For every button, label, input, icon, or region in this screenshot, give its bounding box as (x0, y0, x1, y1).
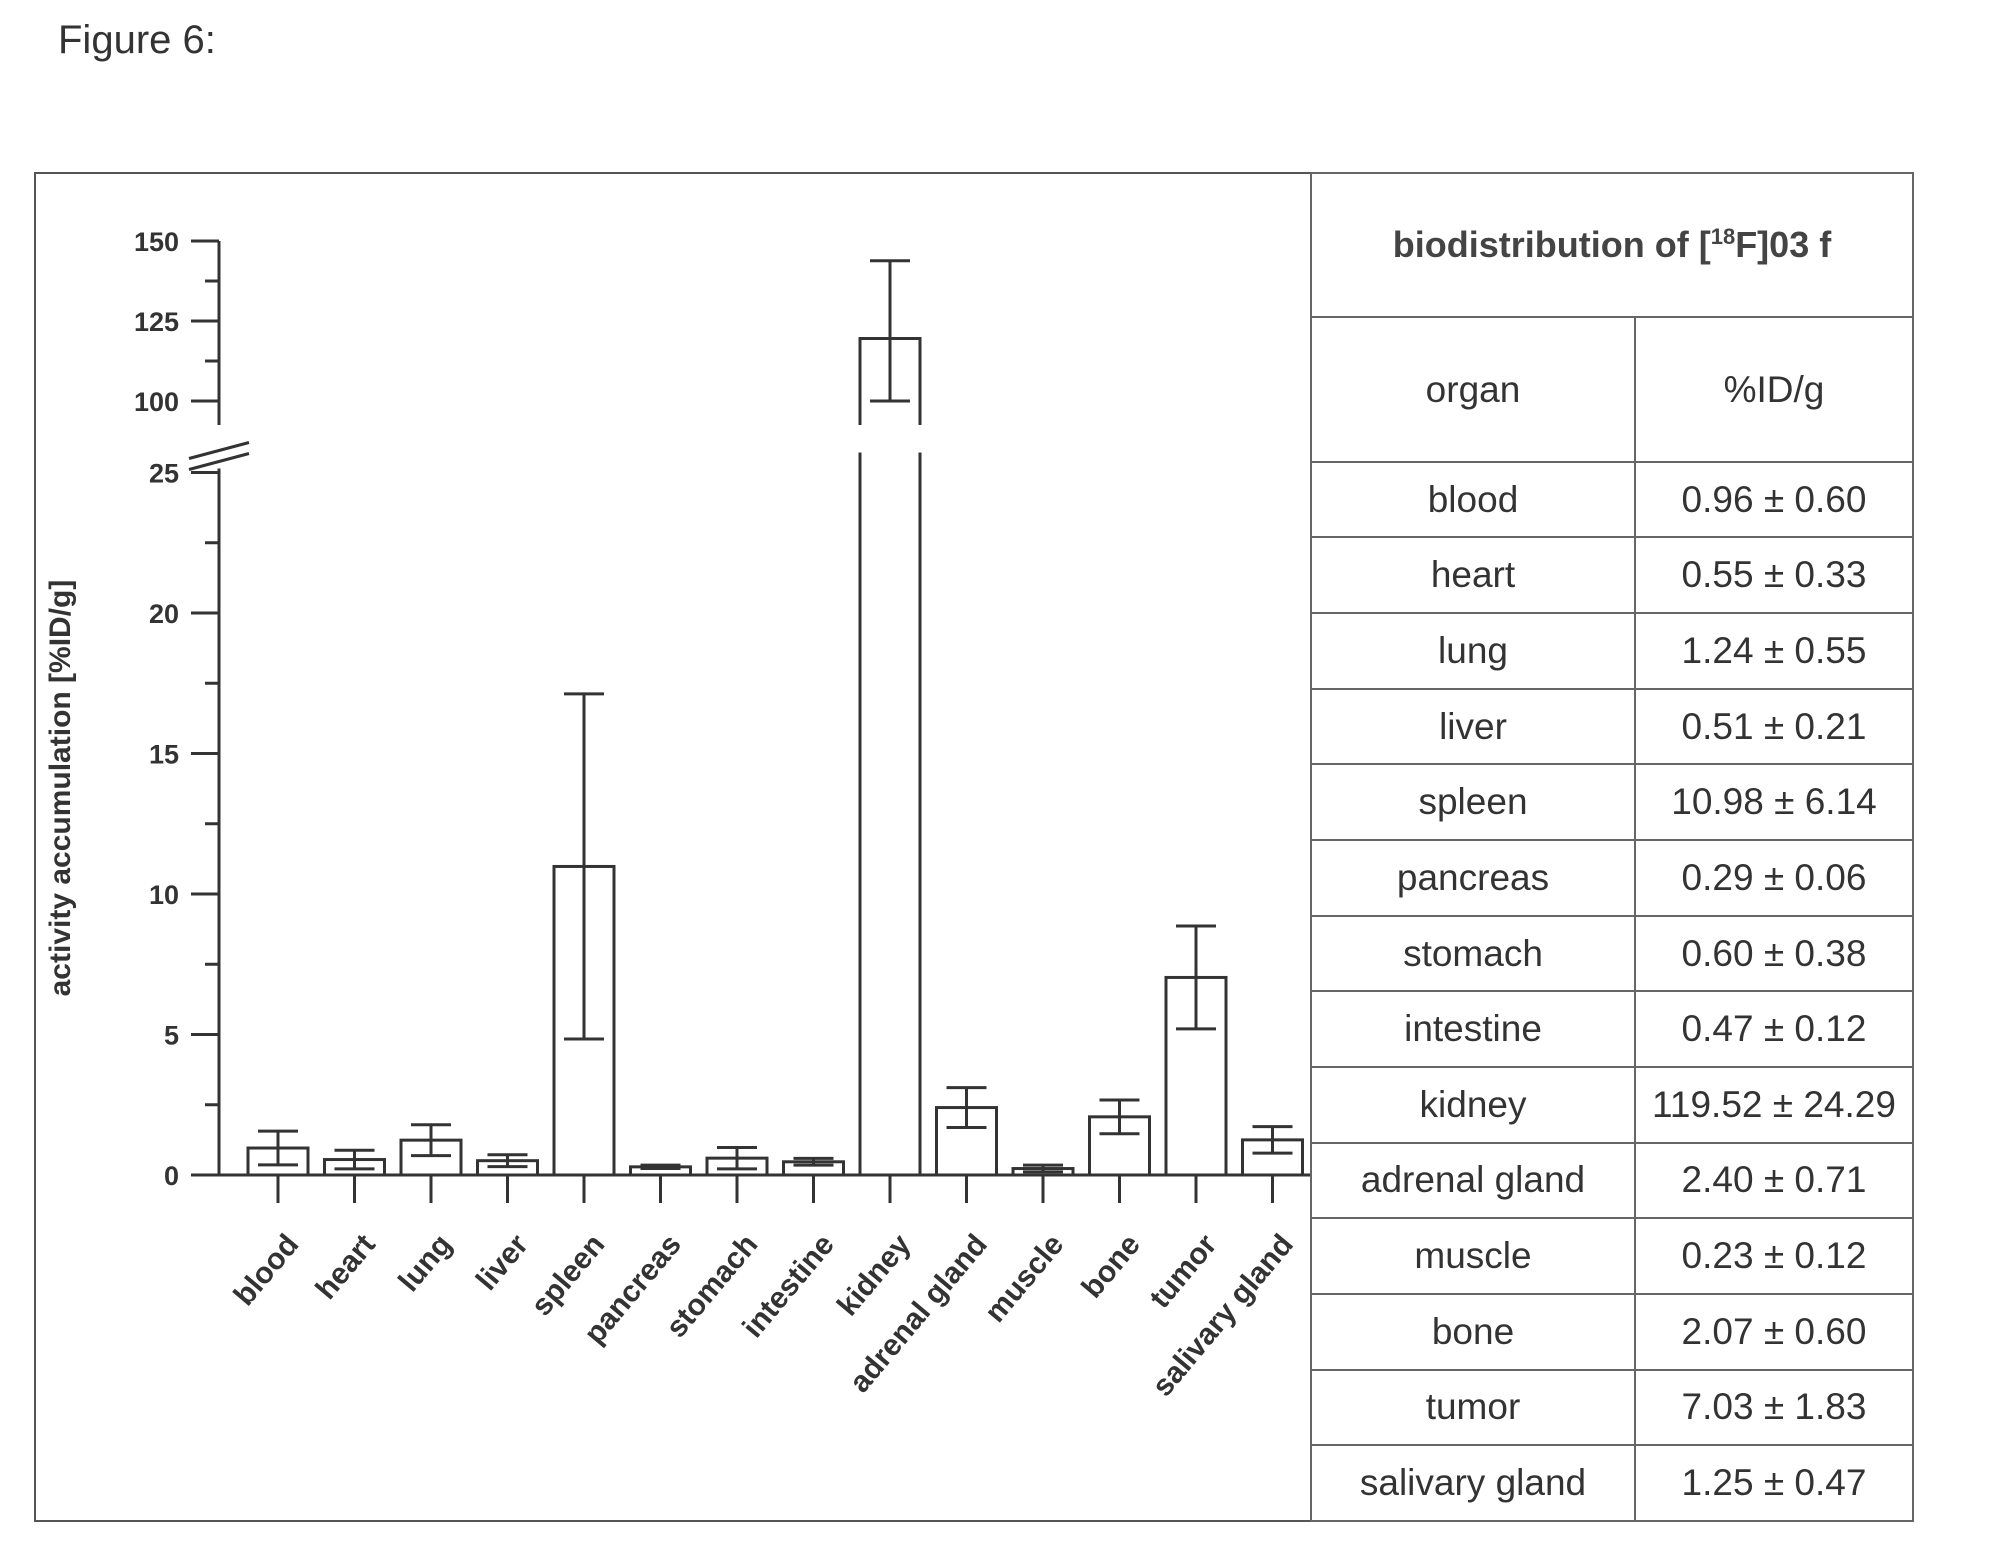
axis-break-mark (188, 452, 250, 471)
y-tick-label: 5 (164, 1021, 179, 1051)
figure-label: Figure 6: (58, 18, 216, 62)
value-cell: 1.25 ± 0.47 (1634, 1444, 1914, 1522)
organ-cell: adrenal gland (1310, 1141, 1636, 1220)
y-tick-label: 125 (134, 307, 179, 337)
organ-cell: muscle (1310, 1217, 1636, 1295)
bar (858, 452, 922, 1175)
x-category-label: liver (470, 1228, 535, 1297)
y-tick-label: 25 (149, 459, 179, 489)
x-category-label: adrenal gland (843, 1228, 994, 1399)
axis-break-mark (188, 441, 250, 460)
value-cell: 0.51 ± 0.21 (1634, 687, 1914, 766)
x-category-label: tumor (1143, 1228, 1223, 1315)
organ-cell: stomach (1310, 914, 1636, 993)
column-header-organ: organ (1310, 316, 1636, 463)
organ-cell: heart (1310, 536, 1636, 615)
y-tick-label: 100 (134, 387, 179, 417)
table-row: intestine 0.47 ± 0.12 (1310, 990, 1914, 1068)
value-cell: 0.55 ± 0.33 (1634, 536, 1914, 615)
figure-frame (34, 172, 1914, 1522)
table-row: liver 0.51 ± 0.21 (1310, 687, 1914, 766)
table-row: salivary gland 1.25 ± 0.47 (1310, 1444, 1914, 1522)
organ-cell: kidney (1310, 1065, 1636, 1144)
table-row: adrenal gland 2.40 ± 0.71 (1310, 1141, 1914, 1220)
organ-cell: bone (1310, 1292, 1636, 1371)
y-tick-label: 15 (149, 740, 179, 770)
y-axis-label: activity accumulation [%ID/g] (44, 580, 77, 997)
x-category-label: salivary gland (1146, 1228, 1300, 1403)
value-cell: 0.60 ± 0.38 (1634, 914, 1914, 993)
organ-cell: lung (1310, 612, 1636, 690)
column-header-value: %ID/g (1634, 316, 1914, 463)
table-row: pancreas 0.29 ± 0.06 (1310, 839, 1914, 917)
table-row: muscle 0.23 ± 0.12 (1310, 1217, 1914, 1295)
biodistribution-table: biodistribution of [18F]03 f organ %ID/g… (1310, 171, 1914, 1522)
organ-cell: blood (1310, 460, 1636, 539)
y-tick-label: 0 (164, 1161, 179, 1191)
value-cell: 7.03 ± 1.83 (1634, 1368, 1914, 1447)
value-cell: 0.47 ± 0.12 (1634, 990, 1914, 1068)
x-category-label: heart (309, 1228, 381, 1305)
value-cell: 2.40 ± 0.71 (1634, 1141, 1914, 1220)
organ-cell: tumor (1310, 1368, 1636, 1447)
organ-cell: salivary gland (1310, 1444, 1636, 1522)
x-category-label: blood (228, 1228, 306, 1312)
value-cell: 0.96 ± 0.60 (1634, 460, 1914, 539)
table-row: tumor 7.03 ± 1.83 (1310, 1368, 1914, 1447)
value-cell: 1.24 ± 0.55 (1634, 612, 1914, 690)
y-tick-label: 10 (149, 880, 179, 910)
x-category-label: lung (392, 1228, 458, 1298)
table-body: blood 0.96 ± 0.60 heart 0.55 ± 0.33 lung 1.24… (1310, 460, 1914, 1522)
bar-chart: 0 5 10 15 20 25 100 125 150 activity accumulation… (44, 227, 1310, 1403)
table-title: biodistribution of [18F]03 f (1310, 171, 1914, 319)
table-row: lung 1.24 ± 0.55 (1310, 612, 1914, 690)
y-tick-label: 20 (149, 599, 179, 629)
table-row: spleen 10.98 ± 6.14 (1310, 763, 1914, 842)
table-row: bone 2.07 ± 0.60 (1310, 1292, 1914, 1371)
value-cell: 0.29 ± 0.06 (1634, 839, 1914, 917)
organ-cell: intestine (1310, 990, 1636, 1068)
organ-cell: liver (1310, 687, 1636, 766)
x-category-label: muscle (979, 1228, 1071, 1328)
table-row: kidney 119.52 ± 24.29 (1310, 1065, 1914, 1144)
y-tick-label: 150 (134, 227, 179, 257)
table-row: blood 0.96 ± 0.60 (1310, 460, 1914, 539)
value-cell: 2.07 ± 0.60 (1634, 1292, 1914, 1371)
value-cell: 119.52 ± 24.29 (1634, 1065, 1914, 1144)
value-cell: 0.23 ± 0.12 (1634, 1217, 1914, 1295)
table-row: heart 0.55 ± 0.33 (1310, 536, 1914, 615)
table-row: stomach 0.60 ± 0.38 (1310, 914, 1914, 993)
x-category-label: bone (1076, 1228, 1147, 1304)
value-cell: 10.98 ± 6.14 (1634, 763, 1914, 842)
organ-cell: pancreas (1310, 839, 1636, 917)
organ-cell: spleen (1310, 763, 1636, 842)
